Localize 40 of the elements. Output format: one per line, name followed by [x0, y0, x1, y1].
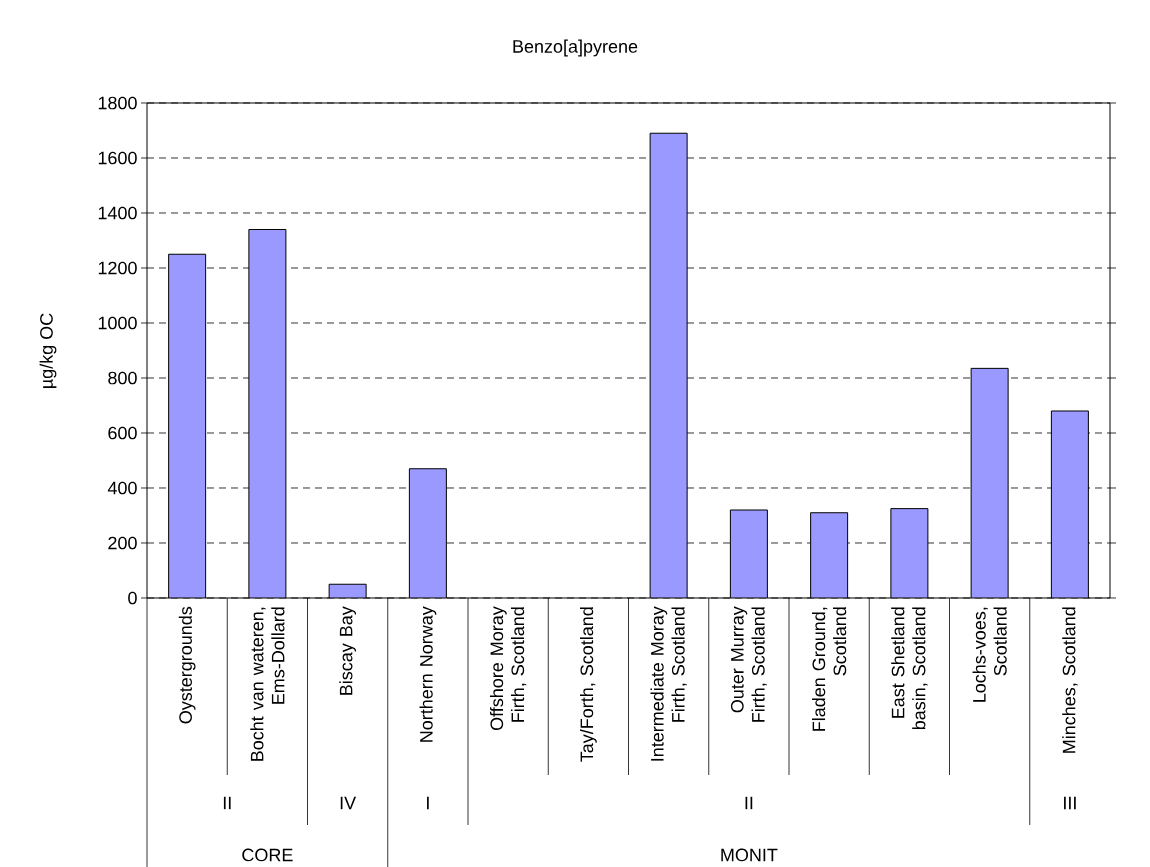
y-tick-label: 400	[107, 481, 137, 495]
text: III	[1064, 796, 1076, 809]
y-tick-label: 1200	[98, 261, 137, 275]
x-tick-label: Fladen Ground, Scotland	[812, 607, 847, 731]
y-tick-label: 200	[108, 536, 137, 550]
bar	[1050, 410, 1089, 598]
y-tick-label: 1400	[98, 206, 137, 220]
bar	[970, 367, 1009, 598]
y-tick-label: 600	[108, 426, 137, 440]
text: IV	[340, 796, 357, 809]
text: MONIT	[721, 848, 778, 862]
text: I	[427, 796, 429, 809]
text: II	[223, 796, 231, 809]
y-tick-label: 1800	[98, 96, 137, 110]
y-tick-label: 1000	[98, 316, 137, 330]
chart-title: Benzo[a]pyrene	[513, 39, 638, 57]
y-tick-label: 1600	[98, 151, 137, 165]
text: CORE	[242, 848, 293, 862]
y-tick-label: 800	[108, 371, 137, 385]
x-tick-label: Bocht van wateren, Ems-Dollard	[250, 607, 285, 761]
x-tick-label: East Shetland basin, Scotland	[891, 607, 928, 729]
x-tick-label: Outer Murray Firth, Scotland	[730, 606, 767, 722]
x-tick-label: Minches, Scotland	[1062, 607, 1078, 753]
bar	[810, 512, 849, 598]
x-tick-label: Northern Norway	[419, 606, 437, 742]
y-axis-title: µg/kg OC	[39, 313, 57, 388]
bar	[649, 132, 688, 598]
bar	[729, 509, 768, 598]
bar	[890, 507, 929, 598]
x-tick-label: Offshore Moray Firth, Scotland	[489, 606, 527, 730]
text: II	[745, 796, 753, 809]
x-tick-label: Lochs-voes, Scotland	[972, 607, 1007, 702]
y-tick-label: 0	[128, 591, 137, 605]
x-tick-label: Biscay Bay	[339, 606, 357, 695]
bar	[168, 253, 207, 598]
x-tick-label: Intermediate Moray Firth, Scotland	[650, 606, 687, 761]
x-tick-label: Oystergrounds	[178, 606, 196, 724]
bar	[248, 228, 287, 598]
x-tick-label: Tay/Forth, Scotland	[579, 607, 597, 762]
bar	[408, 468, 447, 598]
